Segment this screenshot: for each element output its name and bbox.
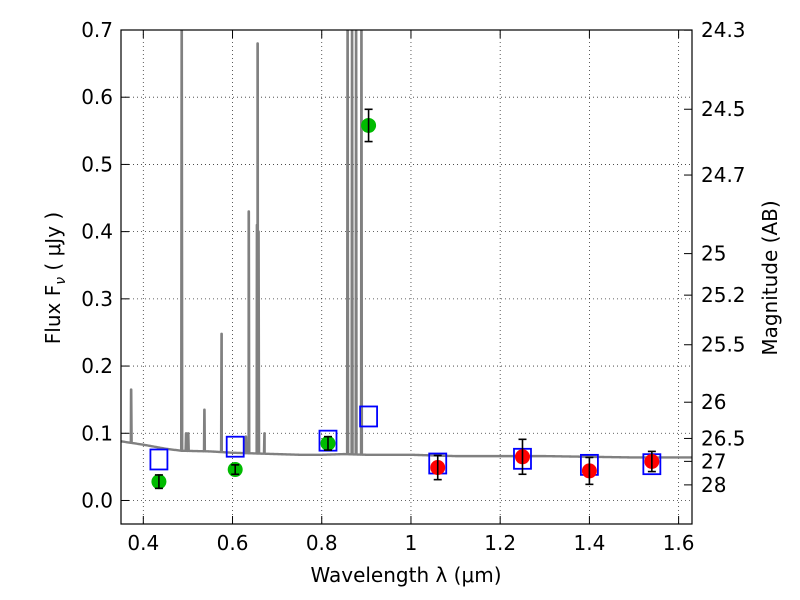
mag-tick-label: 25.5 [701,333,746,357]
mag-tick-label: 25.2 [701,283,746,307]
mag-tick-label: 27 [701,449,726,473]
mag-tick-label: 24.3 [701,18,746,42]
y-tick-label: 0.5 [81,152,113,176]
plot-content [121,30,692,490]
y-tick-label: 0.1 [81,421,113,445]
plot-frame [120,29,693,525]
mag-tick-label: 24.5 [701,97,746,121]
model-photometry-square [359,405,378,428]
y-axis-label: Flux Fν ( μJy ) [41,212,69,344]
axis-ticks: 0.4 0.6 0.8 1 1.2 1.4 1.6 0.0 0.1 0.2 0.3 0.4 0.5 0.6… [81,18,745,555]
mag-tick-label: 25 [701,242,726,266]
y-tick-label: 0.6 [81,85,113,109]
grid-lines [121,29,692,524]
x-tick-label: 1 [405,531,418,555]
x-tick-label: 1.6 [663,531,695,555]
y-tick-label: 0.2 [81,354,113,378]
mag-tick-label: 26.5 [701,426,746,450]
x-tick-label: 0.4 [127,531,159,555]
y-tick-label: 0.3 [81,287,113,311]
y-axis-label-units: ( μJy ) [41,212,65,277]
x-tick-label: 1.2 [484,531,516,555]
y-axis-label-subscript: ν [53,277,69,285]
y-axis-label-text: Flux F [41,285,65,344]
y-tick-label: 0.4 [81,220,113,244]
mag-tick-label: 24.7 [701,163,746,187]
x-tick-label: 0.6 [217,531,249,555]
model-photometry-square [225,435,245,458]
x-axis-label: Wavelength λ (μm) [310,563,501,587]
model-photometry-square [149,448,169,471]
y2-axis-label: Magnitude (AB) [758,200,782,355]
x-tick-label: 0.8 [306,531,338,555]
x-tick-label: 1.4 [573,531,605,555]
y-tick-label: 0.7 [81,18,113,42]
mag-tick-label: 28 [701,473,726,497]
model-sed-line [121,30,692,459]
y-tick-label: 0.0 [81,488,113,512]
mag-tick-label: 26 [701,390,726,414]
